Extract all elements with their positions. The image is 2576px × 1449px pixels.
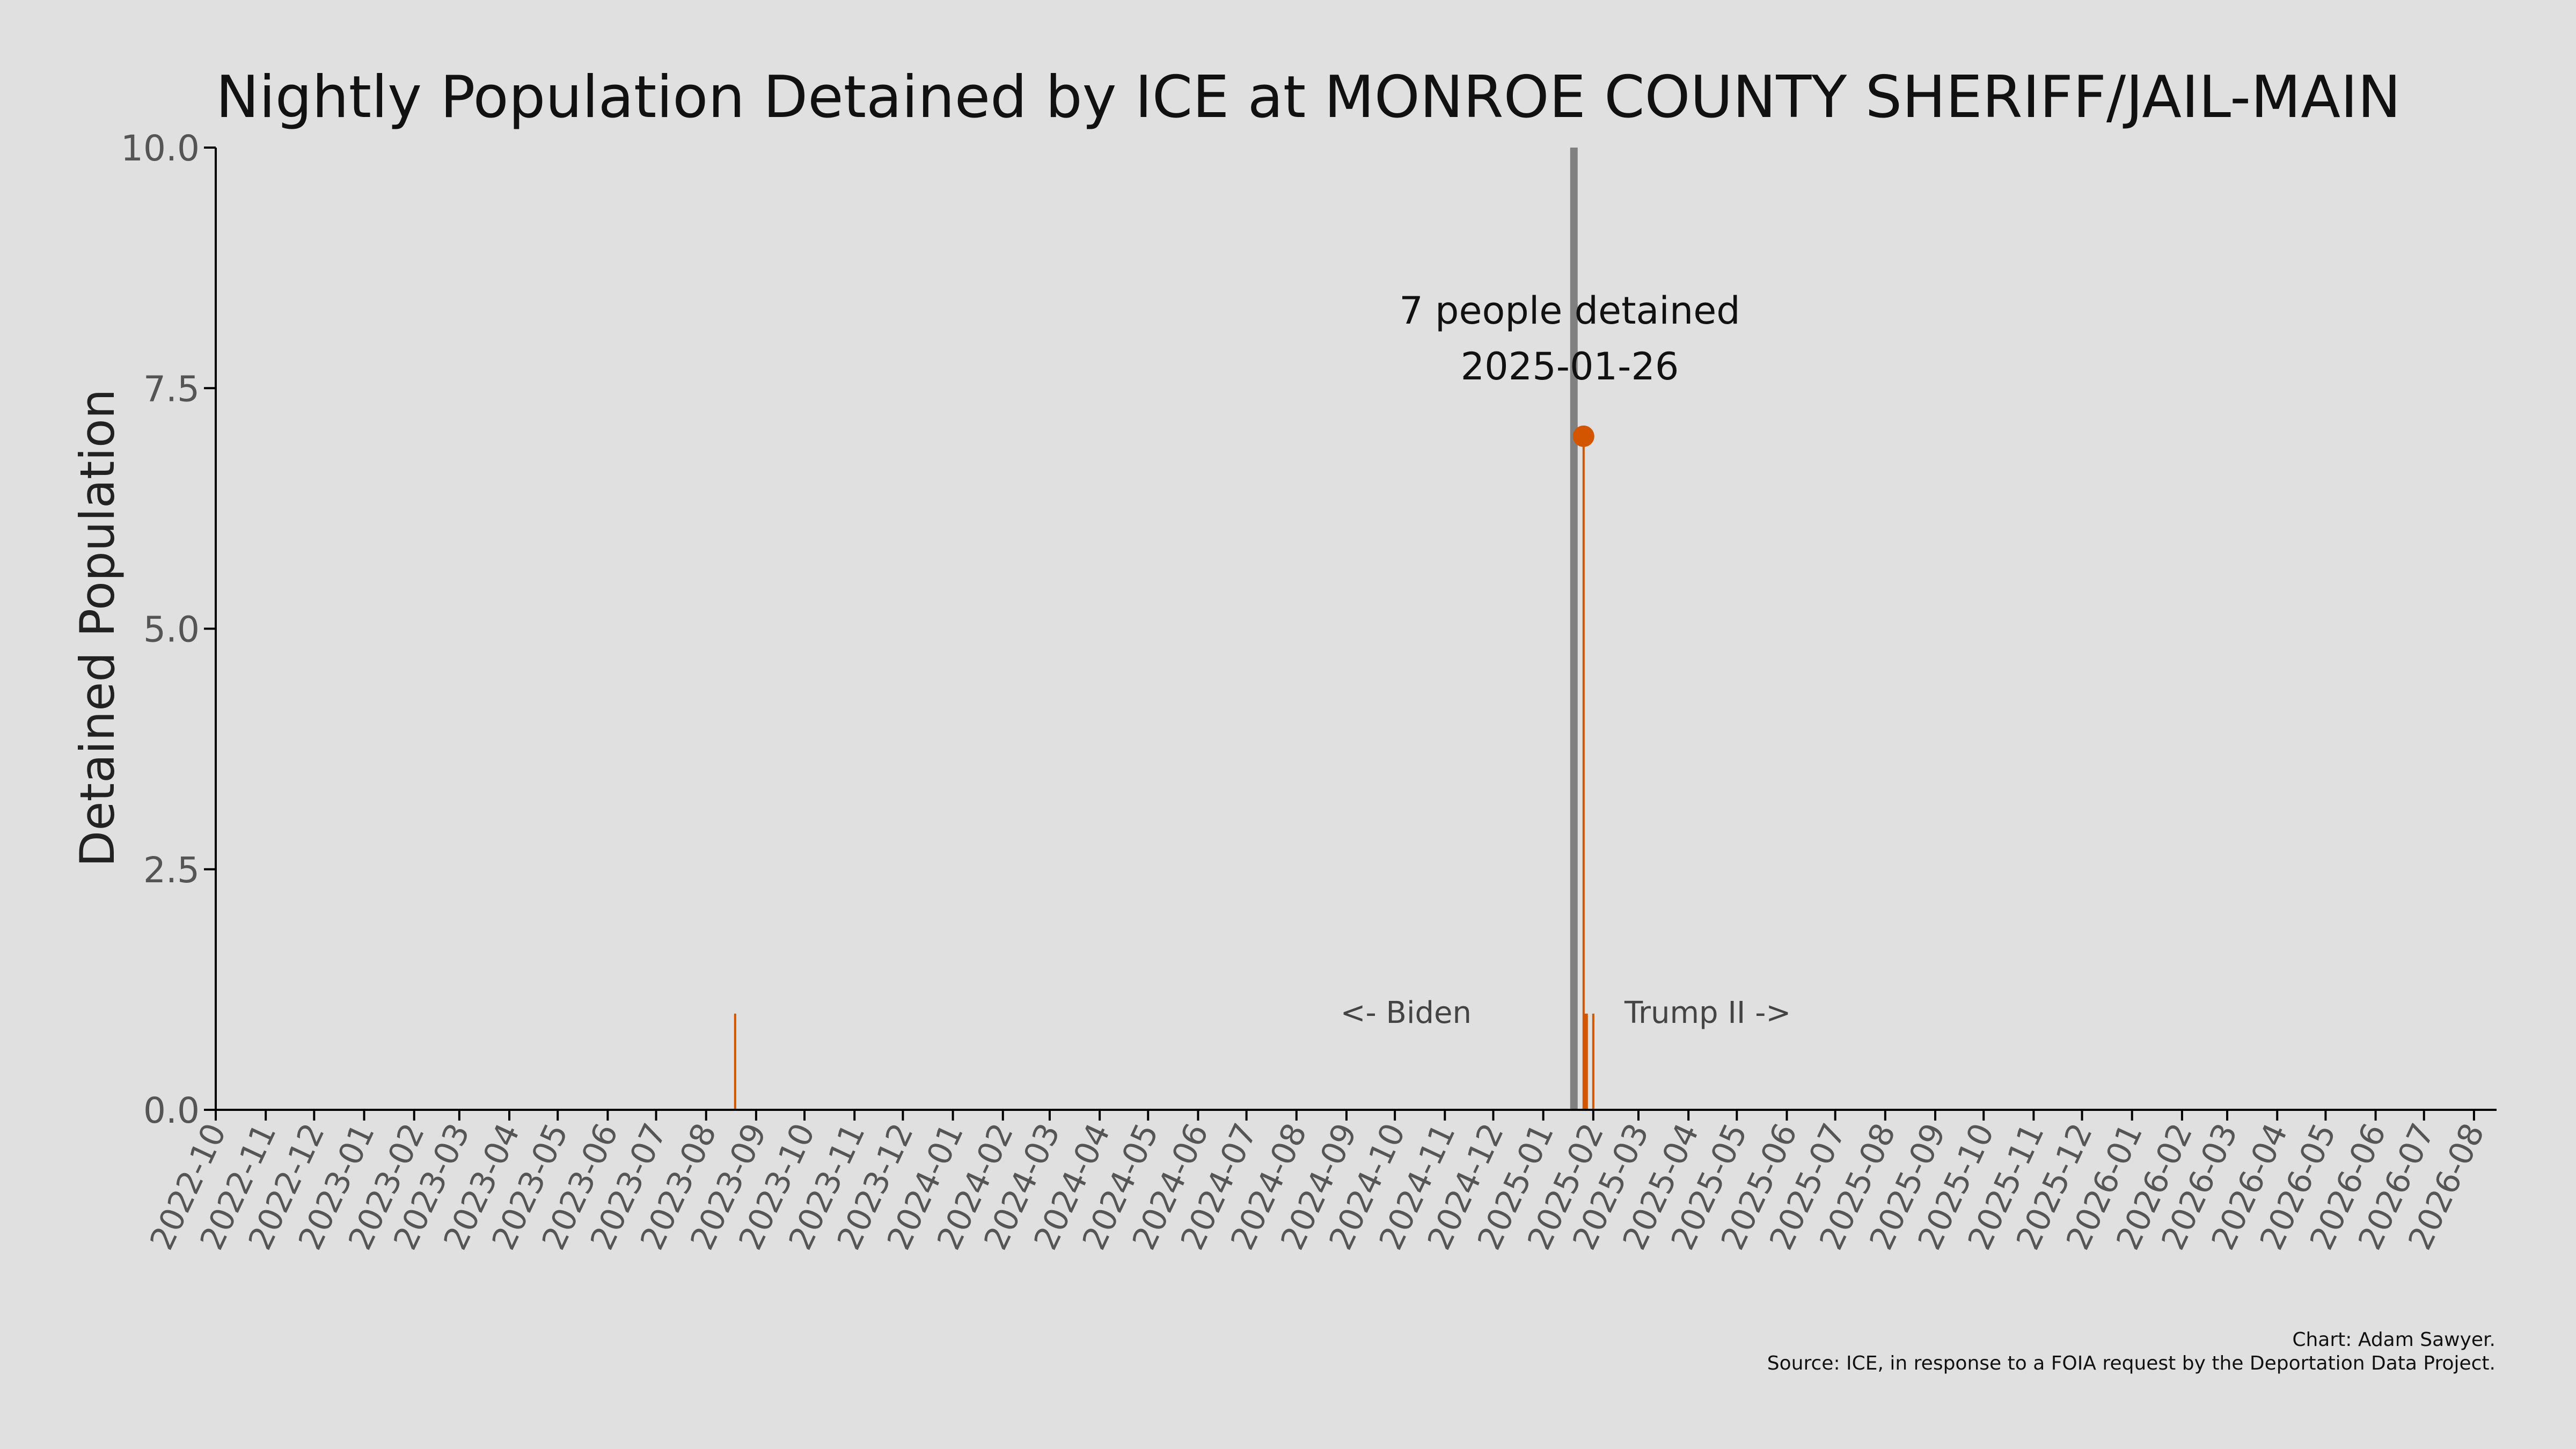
highlight-point [1572, 425, 1594, 447]
chart-credit: Chart: Adam Sawyer. [2292, 1329, 2496, 1351]
chart-title: Nightly Population Detained by ICE at MO… [216, 64, 2401, 131]
period-label-biden: <- Biden [1341, 996, 1472, 1030]
y-axis: 0.0 2.5 5.0 7.5 10.0 [121, 128, 216, 1131]
chart-source: Source: ICE, in response to a FOIA reque… [1767, 1352, 2496, 1374]
y-tick-label: 5.0 [143, 609, 200, 650]
plot-area [734, 148, 1594, 1110]
y-tick-label: 2.5 [143, 850, 200, 891]
period-label-trump: Trump II -> [1624, 996, 1791, 1030]
annotation-count: 7 people detained [1399, 289, 1740, 333]
x-axis: 2022-102022-112022-122023-012023-022023-… [143, 1110, 2492, 1256]
y-axis-label: Detained Population [70, 389, 125, 867]
y-tick-label: 10.0 [121, 128, 200, 169]
annotation-date: 2025-01-26 [1461, 345, 1679, 389]
y-tick-label: 0.0 [143, 1090, 200, 1131]
y-tick-label: 7.5 [143, 368, 200, 409]
